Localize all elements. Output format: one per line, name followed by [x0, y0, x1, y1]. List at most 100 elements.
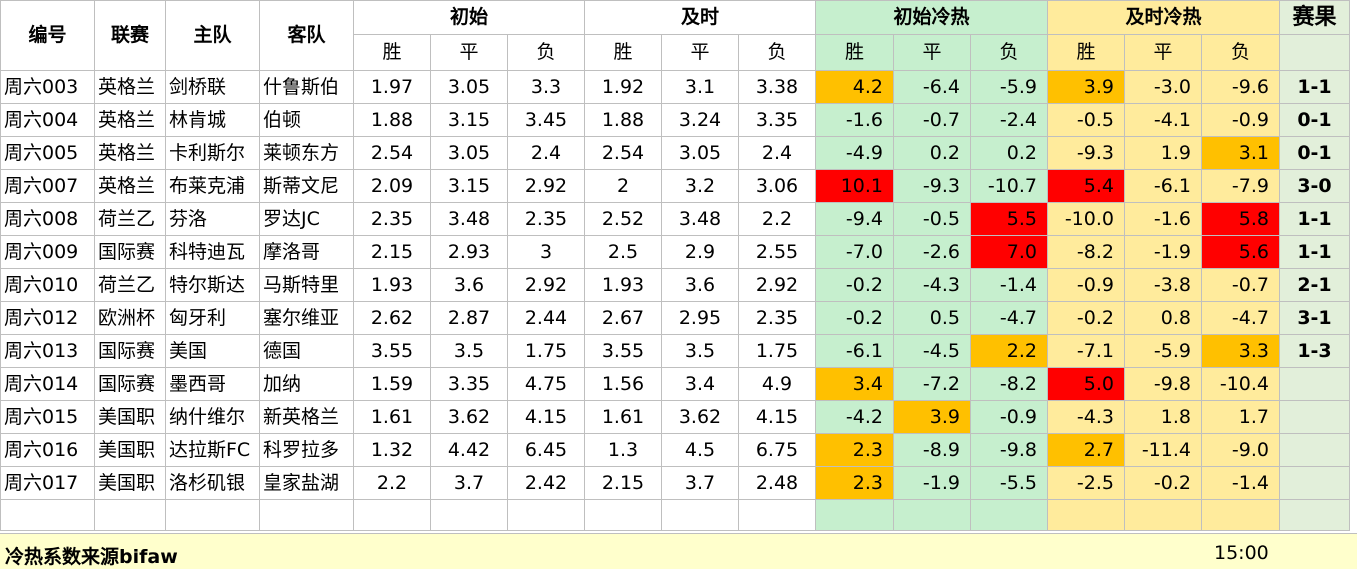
cell-initial-win[interactable]: 1.61: [353, 400, 431, 434]
cell-lheat-loss[interactable]: 5.6: [1201, 235, 1280, 269]
cell-league[interactable]: 美国职: [94, 466, 166, 500]
cell-lheat-win[interactable]: -0.9: [1047, 268, 1125, 302]
subheader-lheat-draw[interactable]: 平: [1124, 34, 1202, 71]
cell-initial-win[interactable]: 3.55: [353, 334, 431, 368]
header-result[interactable]: 赛果: [1279, 0, 1350, 35]
cell-iheat-draw[interactable]: -6.4: [893, 70, 971, 104]
cell-lheat-loss[interactable]: 5.8: [1201, 202, 1280, 236]
cell-lheat-draw[interactable]: -9.8: [1124, 367, 1202, 401]
cell-iheat-win[interactable]: -6.1: [815, 334, 894, 368]
cell-iheat-draw[interactable]: -4.5: [893, 334, 971, 368]
cell-live-win[interactable]: 1.88: [584, 103, 662, 137]
cell-lheat-loss[interactable]: -0.9: [1201, 103, 1280, 137]
cell-lheat-win[interactable]: 5.4: [1047, 169, 1125, 203]
cell-iheat-draw[interactable]: -9.3: [893, 169, 971, 203]
cell-league[interactable]: 美国职: [94, 400, 166, 434]
cell-initial-draw[interactable]: 3.05: [430, 136, 508, 170]
cell-initial-win[interactable]: 2.2: [353, 466, 431, 500]
cell-result[interactable]: 3-1: [1279, 301, 1350, 335]
cell-result[interactable]: 1-1: [1279, 202, 1350, 236]
cell-iheat-win[interactable]: -7.0: [815, 235, 894, 269]
blank-cell[interactable]: [507, 499, 585, 531]
cell-iheat-win[interactable]: 2.3: [815, 433, 894, 467]
cell-live-win[interactable]: 2.67: [584, 301, 662, 335]
cell-away[interactable]: 塞尔维亚: [259, 301, 354, 335]
cell-result[interactable]: 3-0: [1279, 169, 1350, 203]
cell-id[interactable]: 周六017: [0, 466, 95, 500]
blank-cell[interactable]: [893, 499, 971, 531]
cell-lheat-win[interactable]: -0.2: [1047, 301, 1125, 335]
cell-result[interactable]: [1279, 367, 1350, 401]
cell-initial-loss[interactable]: 2.44: [507, 301, 585, 335]
cell-lheat-loss[interactable]: 3.3: [1201, 334, 1280, 368]
cell-league[interactable]: 欧洲杯: [94, 301, 166, 335]
header-initial-heat[interactable]: 初始冷热: [815, 0, 1048, 35]
subheader-initial-win[interactable]: 胜: [353, 34, 431, 71]
cell-lheat-draw[interactable]: -1.6: [1124, 202, 1202, 236]
cell-initial-draw[interactable]: 3.6: [430, 268, 508, 302]
cell-live-draw[interactable]: 4.5: [661, 433, 739, 467]
cell-away[interactable]: 皇家盐湖: [259, 466, 354, 500]
cell-id[interactable]: 周六014: [0, 367, 95, 401]
cell-lheat-win[interactable]: -10.0: [1047, 202, 1125, 236]
cell-iheat-loss[interactable]: -5.9: [970, 70, 1048, 104]
cell-live-win[interactable]: 2.54: [584, 136, 662, 170]
cell-lheat-win[interactable]: -8.2: [1047, 235, 1125, 269]
cell-result[interactable]: 1-3: [1279, 334, 1350, 368]
cell-away[interactable]: 科罗拉多: [259, 433, 354, 467]
cell-live-win[interactable]: 1.3: [584, 433, 662, 467]
cell-lheat-draw[interactable]: 0.8: [1124, 301, 1202, 335]
cell-initial-win[interactable]: 2.15: [353, 235, 431, 269]
cell-live-win[interactable]: 1.93: [584, 268, 662, 302]
cell-iheat-draw[interactable]: -0.7: [893, 103, 971, 137]
cell-id[interactable]: 周六009: [0, 235, 95, 269]
cell-initial-draw[interactable]: 3.7: [430, 466, 508, 500]
cell-home[interactable]: 林肯城: [165, 103, 260, 137]
cell-result[interactable]: 1-1: [1279, 70, 1350, 104]
cell-iheat-draw[interactable]: -8.9: [893, 433, 971, 467]
cell-initial-loss[interactable]: 6.45: [507, 433, 585, 467]
cell-iheat-win[interactable]: 10.1: [815, 169, 894, 203]
cell-live-loss[interactable]: 1.75: [738, 334, 816, 368]
cell-lheat-draw[interactable]: -3.0: [1124, 70, 1202, 104]
cell-league[interactable]: 国际赛: [94, 235, 166, 269]
cell-initial-loss[interactable]: 2.4: [507, 136, 585, 170]
cell-iheat-loss[interactable]: -1.4: [970, 268, 1048, 302]
cell-lheat-win[interactable]: 5.0: [1047, 367, 1125, 401]
cell-iheat-loss[interactable]: 0.2: [970, 136, 1048, 170]
blank-cell[interactable]: [259, 499, 354, 531]
subheader-lheat-loss[interactable]: 负: [1201, 34, 1280, 71]
cell-id[interactable]: 周六007: [0, 169, 95, 203]
cell-lheat-loss[interactable]: -1.4: [1201, 466, 1280, 500]
cell-home[interactable]: 布莱克浦: [165, 169, 260, 203]
cell-initial-draw[interactable]: 3.48: [430, 202, 508, 236]
cell-away[interactable]: 德国: [259, 334, 354, 368]
cell-id[interactable]: 周六016: [0, 433, 95, 467]
blank-cell[interactable]: [738, 499, 816, 531]
subheader-live-win[interactable]: 胜: [584, 34, 662, 71]
cell-iheat-win[interactable]: -1.6: [815, 103, 894, 137]
cell-initial-loss[interactable]: 1.75: [507, 334, 585, 368]
cell-initial-win[interactable]: 1.88: [353, 103, 431, 137]
cell-iheat-draw[interactable]: -7.2: [893, 367, 971, 401]
cell-result[interactable]: 0-1: [1279, 103, 1350, 137]
cell-live-loss[interactable]: 3.06: [738, 169, 816, 203]
cell-live-draw[interactable]: 3.4: [661, 367, 739, 401]
cell-initial-draw[interactable]: 2.87: [430, 301, 508, 335]
subheader-initial-draw[interactable]: 平: [430, 34, 508, 71]
cell-result[interactable]: [1279, 433, 1350, 467]
cell-away[interactable]: 马斯特里: [259, 268, 354, 302]
cell-iheat-loss[interactable]: -10.7: [970, 169, 1048, 203]
cell-lheat-loss[interactable]: -0.7: [1201, 268, 1280, 302]
cell-lheat-draw[interactable]: -0.2: [1124, 466, 1202, 500]
cell-home[interactable]: 达拉斯FC: [165, 433, 260, 467]
cell-away[interactable]: 莱顿东方: [259, 136, 354, 170]
cell-iheat-draw[interactable]: -2.6: [893, 235, 971, 269]
cell-iheat-loss[interactable]: -9.8: [970, 433, 1048, 467]
cell-initial-win[interactable]: 1.97: [353, 70, 431, 104]
cell-initial-win[interactable]: 2.09: [353, 169, 431, 203]
cell-iheat-loss[interactable]: -0.9: [970, 400, 1048, 434]
subheader-live-loss[interactable]: 负: [738, 34, 816, 71]
cell-iheat-draw[interactable]: -4.3: [893, 268, 971, 302]
cell-live-loss[interactable]: 4.9: [738, 367, 816, 401]
